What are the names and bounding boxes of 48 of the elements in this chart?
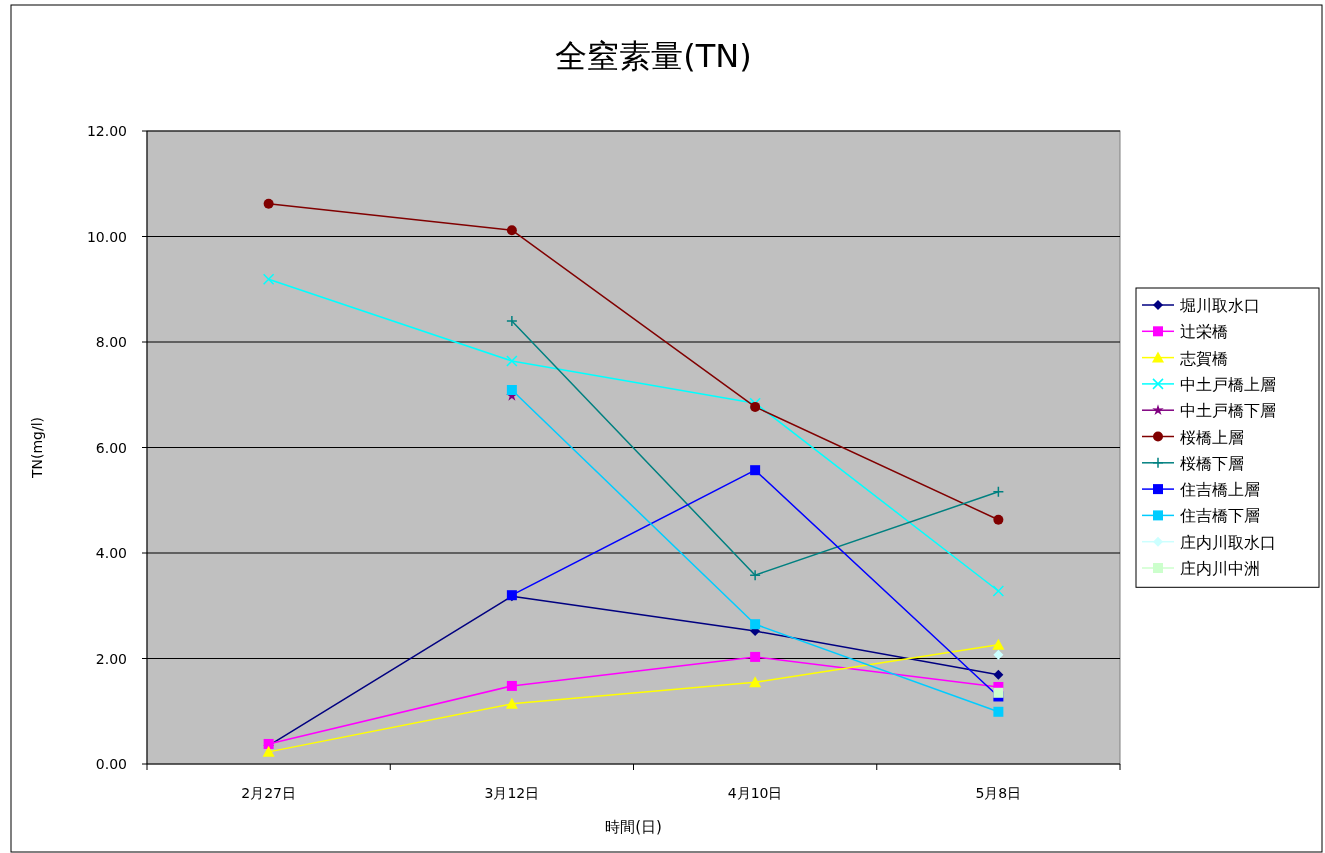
chart-title: 全窒素量(TN)	[555, 37, 752, 75]
point	[506, 225, 517, 236]
point	[506, 680, 517, 691]
point	[992, 585, 1005, 597]
y-tick-label: 10.00	[86, 228, 127, 245]
point	[750, 619, 761, 630]
legend-label: 住吉橋上層	[1179, 480, 1260, 500]
point	[749, 569, 761, 581]
y-tick-label: 6.00	[95, 439, 127, 456]
point	[749, 676, 762, 688]
y-axis-title: TN(mg/l)	[29, 416, 45, 480]
y-tick-label: 4.00	[95, 545, 127, 561]
point	[992, 486, 1005, 498]
legend-label: 桜橋下層	[1180, 453, 1244, 473]
point	[750, 401, 761, 412]
x-tick-label: 2月27日	[241, 785, 296, 801]
point	[262, 745, 275, 757]
point	[993, 706, 1004, 717]
y-tick-label: 0.00	[95, 756, 127, 772]
x-tick-label: 3月12日	[484, 785, 540, 801]
point	[506, 385, 517, 395]
point	[263, 198, 274, 209]
y-tick-label: 2.00	[95, 650, 127, 667]
point	[506, 315, 518, 327]
legend-label: 中土戸橋上層	[1180, 374, 1276, 394]
point	[993, 687, 1004, 698]
legend-label: 辻栄橋	[1180, 322, 1228, 342]
x-tick-label: 5月8日	[975, 785, 1022, 801]
point	[750, 465, 761, 476]
legend-label: 志賀橋	[1180, 348, 1228, 368]
legend-label: 住吉橋下層	[1179, 506, 1260, 526]
point	[993, 649, 1004, 660]
point	[262, 273, 275, 285]
y-tick-label: 8.00	[95, 334, 127, 350]
point	[506, 355, 518, 367]
legend-label: 中土戸橋下層	[1180, 401, 1276, 421]
point	[505, 697, 518, 709]
point	[993, 514, 1004, 525]
legend-label: 堀川取水口	[1179, 296, 1260, 315]
y-tick-label: 12.00	[86, 123, 127, 139]
legend-label: 庄内川取水口	[1180, 532, 1276, 552]
point	[992, 638, 1005, 650]
x-axis-title: 時間(日)	[605, 818, 662, 836]
x-tick-label: 4月10日	[727, 785, 783, 801]
legend-label: 庄内川中洲	[1180, 559, 1260, 578]
legend-label: 桜橋上層	[1180, 427, 1244, 447]
point	[750, 651, 761, 662]
point	[993, 669, 1004, 680]
